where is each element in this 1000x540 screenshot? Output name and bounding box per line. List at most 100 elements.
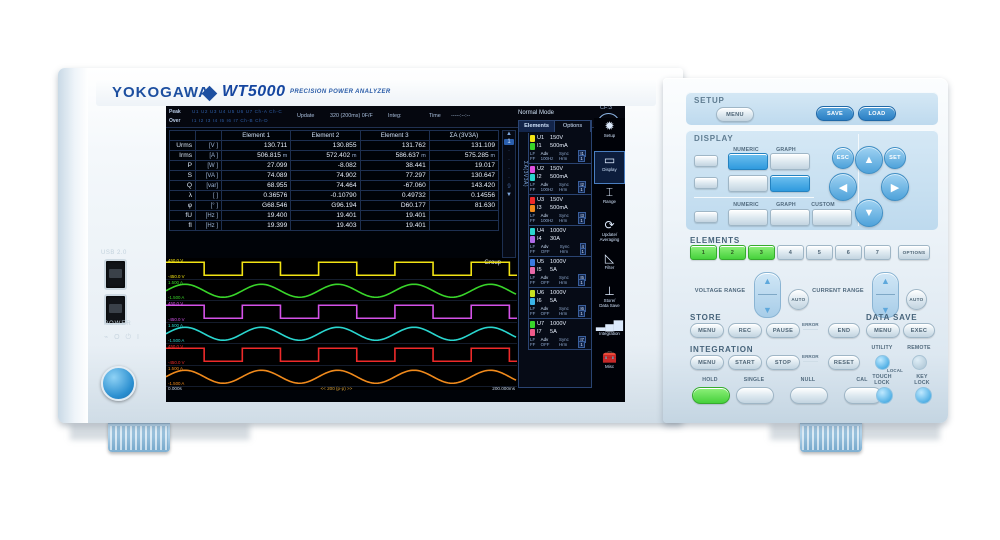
display-row1-indicator[interactable] bbox=[694, 155, 718, 167]
element-group[interactable]: U5 1000V I5 5A LF FF Adv OFF Sync Hrm I5 1 bbox=[528, 257, 592, 288]
element-button-1[interactable]: 1 bbox=[690, 245, 717, 260]
display-graph-button-2[interactable] bbox=[770, 175, 810, 192]
integration-start-button[interactable]: START bbox=[728, 355, 762, 370]
table-row[interactable]: λ[ ] 0.36576 -0.10790 0.49732 0.14556 bbox=[169, 190, 500, 201]
display-graph-button-3[interactable] bbox=[770, 209, 810, 226]
element-settings-row: LF FF Adv OFF Sync Hrm I7 1 bbox=[530, 336, 590, 348]
voltage-range-auto-button[interactable]: AUTO bbox=[788, 289, 809, 310]
table-row[interactable]: S [VA ] 74.089 74.902 77.297 130.647 bbox=[169, 170, 500, 181]
current-range-auto-button[interactable]: AUTO bbox=[906, 289, 927, 310]
data-save-menu-button[interactable]: MENU bbox=[866, 323, 900, 338]
element-button-5[interactable]: 5 bbox=[806, 245, 833, 260]
nav-left-button[interactable]: ◀ bbox=[829, 173, 857, 201]
lcd-screen[interactable]: Peak U1 U2 U3 U4 U5 U6 U7 Ch-A Ch-C Over… bbox=[166, 106, 625, 402]
waveform-area[interactable]: Group 450.0 V -450.0 V 1.500 A -1.500 A 450.… bbox=[166, 258, 517, 391]
setup-menu-button[interactable]: MENU bbox=[716, 107, 754, 122]
scroll-up-icon[interactable]: ▲ bbox=[506, 131, 512, 137]
touch-lock-button[interactable] bbox=[876, 387, 893, 404]
display-numeric-button-3[interactable] bbox=[728, 209, 768, 226]
voltage-channel: U7 bbox=[537, 321, 545, 327]
elements-options-button[interactable]: OPTIONS bbox=[898, 245, 930, 260]
element-group[interactable]: U6 1000V I6 5A LF FF Adv OFF Sync Hrm I6 1 bbox=[528, 288, 592, 319]
element-voltage-row: U5 1000V bbox=[530, 258, 590, 266]
panel-tab-elements[interactable]: Elements bbox=[519, 121, 555, 132]
element-button-3[interactable]: 3 bbox=[748, 245, 775, 260]
data-save-exec-button[interactable]: EXEC bbox=[903, 323, 935, 338]
store-end-button[interactable]: END bbox=[828, 323, 860, 338]
table-row[interactable]: Irms [A ] 506.815 m 572.402 m 586.637 m 575.2… bbox=[169, 150, 500, 161]
scroll-dot: · bbox=[508, 157, 510, 163]
table-row[interactable]: Q [var] 68.955 74.464 -67.060 143.420 bbox=[169, 180, 500, 191]
table-row[interactable]: fU [Hz ] 19.400 19.401 19.401 bbox=[169, 210, 500, 221]
element-button-7[interactable]: 7 bbox=[864, 245, 891, 260]
power-button[interactable] bbox=[101, 366, 136, 401]
element-button-4[interactable]: 4 bbox=[777, 245, 804, 260]
element-group[interactable]: U7 1000V I7 5A LF FF Adv OFF Sync Hrm I7 1 bbox=[528, 319, 592, 350]
display-numeric-button-2[interactable] bbox=[728, 175, 768, 192]
current-color-swatch bbox=[530, 173, 535, 181]
display-custom-button[interactable] bbox=[812, 209, 852, 226]
usb-port-2[interactable] bbox=[104, 294, 127, 325]
store-title: STORE bbox=[690, 313, 722, 322]
page-scrollbar[interactable]: ▲ 1 · · · · 9 ▼ bbox=[502, 130, 516, 258]
sidebar-gear-icon[interactable]: ✹ Setup bbox=[594, 118, 625, 151]
save-button[interactable]: SAVE bbox=[816, 106, 854, 121]
esc-button[interactable]: ESC bbox=[832, 147, 854, 169]
table-row[interactable]: P [W ] 27.099 -8.082 38.441 19.017 bbox=[169, 160, 500, 171]
table-row[interactable]: fI [Hz ] 19.399 19.403 19.401 bbox=[169, 220, 500, 231]
set-button[interactable]: SET bbox=[884, 147, 906, 169]
display-row2-indicator[interactable] bbox=[694, 177, 718, 189]
scroll-current-page[interactable]: 1 bbox=[504, 139, 514, 145]
scroll-down-icon[interactable]: ▼ bbox=[506, 192, 512, 198]
voltage-channel: U6 bbox=[537, 290, 545, 296]
cf-page-label: CF:3 bbox=[600, 106, 612, 111]
nav-up-button[interactable]: ▲ bbox=[855, 146, 883, 174]
display-graph-button-1[interactable] bbox=[770, 153, 810, 170]
line-filter-value: Adv OFF bbox=[540, 275, 550, 285]
element-group[interactable]: U1 150V I1 500mA LF FF Adv 100Hz Sync Hrm I1 1 bbox=[528, 133, 592, 164]
table-cell: 0.14556 bbox=[428, 190, 500, 201]
null-button[interactable] bbox=[790, 387, 828, 404]
sidebar-filter-icon[interactable]: ◺ Filter bbox=[594, 250, 625, 283]
table-row[interactable]: Urms [V ] 130.711 130.855 131.762 131.109 bbox=[169, 140, 500, 151]
element-group[interactable]: U4 1000V I4 30A LF FF Adv OFF Sync Hrm 4 1 bbox=[528, 226, 592, 257]
key-lock-label: KEY LOCK bbox=[914, 374, 930, 386]
display-numeric-button-1[interactable] bbox=[728, 153, 768, 170]
nav-down-button[interactable]: ▼ bbox=[855, 199, 883, 227]
remote-lamp[interactable] bbox=[912, 355, 927, 370]
store-pause-button[interactable]: PAUSE bbox=[766, 323, 800, 338]
element-voltage-row: U1 150V bbox=[530, 134, 590, 142]
element-group[interactable]: U3 150V I3 500mA LF FF Adv 100Hz Sync Hrm I3 1 bbox=[528, 195, 592, 226]
element-button-6[interactable]: 6 bbox=[835, 245, 862, 260]
element-button-2[interactable]: 2 bbox=[719, 245, 746, 260]
store-rec-button[interactable]: REC bbox=[728, 323, 762, 338]
sidebar-misc-icon[interactable]: 🧰 Misc bbox=[594, 349, 625, 382]
current-channel: I6 bbox=[537, 298, 542, 304]
key-lock-button[interactable] bbox=[915, 387, 932, 404]
element-group[interactable]: U2 150V I2 500mA LF FF Adv 100Hz Sync Hrm I2 1 bbox=[528, 164, 592, 195]
store-menu-button[interactable]: MENU bbox=[690, 323, 724, 338]
voltage-color-swatch bbox=[530, 320, 535, 328]
voltage-color-swatch bbox=[530, 196, 535, 204]
integration-reset-button[interactable]: RESET bbox=[828, 355, 860, 370]
integration-stop-button[interactable]: STOP bbox=[766, 355, 800, 370]
table-cell: 131.762 bbox=[359, 140, 430, 151]
hold-button[interactable] bbox=[692, 387, 730, 404]
voltage-range-rocker[interactable]: ▲ ▼ bbox=[754, 272, 781, 318]
sidebar-integration-icon[interactable]: ▂▄▆ Integration bbox=[594, 316, 625, 349]
sidebar-display-icon[interactable]: ▭ Display bbox=[594, 151, 625, 184]
sidebar-range-icon[interactable]: ⌶ Range bbox=[594, 184, 625, 217]
single-button[interactable] bbox=[736, 387, 774, 404]
display-row3-indicator[interactable] bbox=[694, 211, 718, 223]
table-row[interactable]: φ [° ] G68.546 G96.194 D60.177 81.630 bbox=[169, 200, 500, 211]
sidebar-store-icon[interactable]: ⊥ Store/Data Save bbox=[594, 283, 625, 316]
setup-title: SETUP bbox=[694, 96, 725, 105]
nav-right-button[interactable]: ▶ bbox=[881, 173, 909, 201]
current-range-rocker[interactable]: ▲ ▼ bbox=[872, 272, 899, 318]
integration-menu-button[interactable]: MENU bbox=[690, 355, 724, 370]
load-button[interactable]: LOAD bbox=[858, 106, 896, 121]
utility-lamp[interactable] bbox=[875, 355, 890, 370]
usb-port-1[interactable] bbox=[104, 259, 127, 290]
panel-tab-options[interactable]: Options bbox=[555, 121, 591, 132]
sidebar-refresh-icon[interactable]: ⟳ Update/Averaging bbox=[594, 217, 625, 250]
